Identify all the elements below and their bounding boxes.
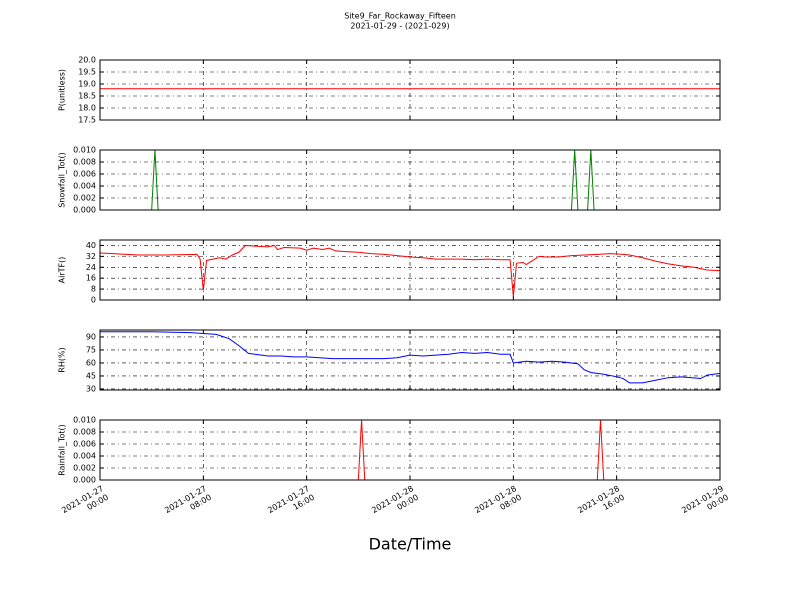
chart-subtitle: 2021-01-29 - (2021-029) — [350, 22, 449, 31]
y-tick-label: 0 — [91, 296, 96, 305]
y-tick-label: 0.000 — [73, 206, 96, 215]
chart-title: Site9_Far_Rockaway_Fifteen — [344, 12, 456, 21]
y-tick-label: 20.0 — [78, 56, 96, 65]
y-tick-label: 16 — [86, 274, 96, 283]
y-tick-label: 19.5 — [78, 68, 96, 77]
y-tick-label: 32 — [86, 252, 96, 261]
y-tick-label: 0.000 — [73, 476, 96, 485]
y-tick-label: 0.004 — [73, 182, 96, 191]
plot-frame — [99, 59, 721, 121]
y-axis-label: Snowfall_Tot() — [58, 152, 67, 208]
plot-frame — [99, 329, 721, 391]
y-tick-label: 0.008 — [73, 428, 96, 437]
y-tick-label: 17.5 — [78, 116, 96, 125]
data-line — [99, 244, 721, 297]
data-line — [100, 331, 721, 384]
plot-frame — [99, 239, 721, 301]
plot-frame — [99, 419, 721, 481]
y-tick-label: 60 — [86, 358, 96, 367]
y-tick-label: 0.006 — [73, 170, 96, 179]
y-tick-label: 18.5 — [78, 92, 96, 101]
y-tick-label: 0.002 — [73, 464, 96, 473]
y-tick-label: 8 — [91, 285, 96, 294]
y-tick-label: 18.0 — [78, 104, 96, 113]
y-tick-label: 0.010 — [73, 416, 96, 425]
y-tick-label: 90 — [86, 332, 96, 341]
y-tick-label: 45 — [86, 371, 96, 380]
y-tick-label: 24 — [86, 263, 96, 272]
y-tick-label: 19.0 — [78, 80, 96, 89]
plot-frame — [99, 149, 721, 211]
y-tick-label: 30 — [86, 384, 96, 393]
y-tick-label: 40 — [86, 241, 96, 250]
y-tick-label: 0.004 — [73, 452, 96, 461]
y-tick-label: 0.006 — [73, 440, 96, 449]
y-axis-label: AirTF() — [58, 257, 67, 284]
x-axis-label: Date/Time — [369, 535, 452, 554]
y-tick-label: 0.008 — [73, 158, 96, 167]
y-tick-label: 0.002 — [73, 194, 96, 203]
y-axis-label: Rainfall_Tot() — [58, 424, 67, 476]
y-tick-label: 0.010 — [73, 146, 96, 155]
y-axis-label: P(unitless) — [58, 69, 67, 111]
y-axis-label: RH(%) — [58, 347, 67, 372]
y-tick-label: 75 — [86, 345, 96, 354]
